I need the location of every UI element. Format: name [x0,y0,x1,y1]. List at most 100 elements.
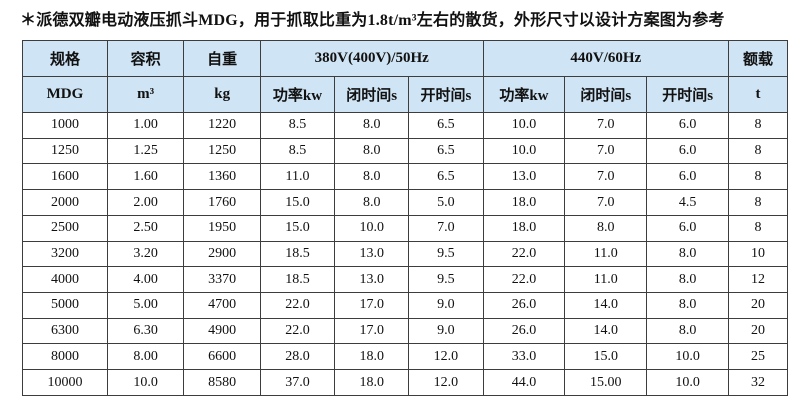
table-cell: 8 [728,112,788,139]
table-cell: 8.5 [259,137,336,165]
grab-bucket-spec-table: 规格 容积 自重 380V(400V)/50Hz 440V/60Hz 额载 MD… [22,40,788,396]
header-group-380v: 380V(400V)/50Hz [259,40,484,77]
table-cell: 8 [728,214,788,242]
table-cell: 6.5 [408,163,484,191]
table-cell: 10.0 [646,343,730,371]
table-cell: 10.0 [106,369,185,396]
table-cell: 6.0 [646,214,730,242]
table-cell: 13.0 [334,240,410,268]
table-cell: 8.0 [646,266,730,294]
table-cell: 10.0 [482,112,566,139]
table-cell: 8580 [183,369,261,396]
table-cell: 4000 [22,266,108,294]
table-cell: 9.5 [408,240,484,268]
table-cell: 11.0 [564,266,648,294]
table-cell: 6.0 [646,137,730,165]
header-model: MDG [22,76,108,113]
table-cell: 18.0 [482,214,566,242]
table-cell: 8 [728,189,788,216]
table-cell: 8.0 [646,292,730,319]
table-cell: 17.0 [334,317,410,345]
table-cell: 8.0 [334,112,410,139]
table-cell: 22.0 [259,317,336,345]
table-cell: 4.00 [106,266,185,294]
table-cell: 20 [728,292,788,319]
table-cell: 8.0 [334,163,410,191]
table-cell: 15.0 [259,189,336,216]
header-power-440: 功率kw [482,76,566,113]
table-cell: 6300 [22,317,108,345]
table-cell: 1220 [183,112,261,139]
table-cell: 12.0 [408,343,484,371]
table-cell: 1000 [22,112,108,139]
table-cell: 37.0 [259,369,336,396]
table-cell: 10 [728,240,788,268]
table-cell: 8.0 [646,317,730,345]
table-cell: 8 [728,137,788,165]
table-cell: 28.0 [259,343,336,371]
table-row: 1250 1.25 1250 8.5 8.0 6.5 10.0 7.0 6.0 8 [22,137,788,165]
table-cell: 13.0 [482,163,566,191]
header-close-time-380: 闭时间s [334,76,410,113]
table-cell: 18.0 [334,369,410,396]
header-power-380: 功率kw [259,76,336,113]
table-body: 1000 1.00 1220 8.5 8.0 6.5 10.0 7.0 6.0 8 1250 1.25… [22,112,788,396]
table-cell: 12.0 [408,369,484,396]
table-row: 10000 10.0 8580 37.0 18.0 12.0 44.0 15.00 10.0 32 [22,369,788,396]
table-cell: 10.0 [646,369,730,396]
table-cell: 8 [728,163,788,191]
table-cell: 1.25 [106,137,185,165]
table-cell: 18.5 [259,240,336,268]
header-open-time-440: 开时间s [646,76,730,113]
table-cell: 7.0 [408,214,484,242]
table-cell: 8.5 [259,112,336,139]
table-cell: 7.0 [564,189,648,216]
header-capacity-unit: m³ [106,76,185,113]
table-cell: 15.0 [564,343,648,371]
table-cell: 13.0 [334,266,410,294]
table-cell: 10.0 [482,137,566,165]
table-cell: 1760 [183,189,261,216]
table-cell: 8.0 [334,137,410,165]
table-cell: 18.0 [482,189,566,216]
table-cell: 22.0 [482,266,566,294]
table-cell: 6.0 [646,112,730,139]
table-cell: 7.0 [564,163,648,191]
table-cell: 20 [728,317,788,345]
table-cell: 1.60 [106,163,185,191]
table-cell: 11.0 [259,163,336,191]
table-row: 2000 2.00 1760 15.0 8.0 5.0 18.0 7.0 4.5 8 [22,189,788,216]
table-cell: 8.0 [564,214,648,242]
header-weight-unit: kg [183,76,261,113]
table-cell: 6600 [183,343,261,371]
table-cell: 6.5 [408,137,484,165]
table-cell: 11.0 [564,240,648,268]
header-rated-load: 额载 [728,40,788,77]
table-cell: 4.5 [646,189,730,216]
table-cell: 1950 [183,214,261,242]
table-row: 1000 1.00 1220 8.5 8.0 6.5 10.0 7.0 6.0 8 [22,112,788,139]
header-row-1: 规格 容积 自重 380V(400V)/50Hz 440V/60Hz 额载 [22,40,788,77]
table-row: 4000 4.00 3370 18.5 13.0 9.5 22.0 11.0 8.0 12 [22,266,788,294]
header-close-time-440: 闭时间s [564,76,648,113]
table-cell: 5.0 [408,189,484,216]
table-cell: 18.5 [259,266,336,294]
table-row: 5000 5.00 4700 22.0 17.0 9.0 26.0 14.0 8.0 20 [22,292,788,319]
table-cell: 7.0 [564,137,648,165]
table-cell: 9.0 [408,292,484,319]
table-cell: 10000 [22,369,108,396]
header-weight: 自重 [183,40,261,77]
header-spec: 规格 [22,40,108,77]
table-row: 6300 6.30 4900 22.0 17.0 9.0 26.0 14.0 8.0 20 [22,317,788,345]
table-cell: 17.0 [334,292,410,319]
table-cell: 4700 [183,292,261,319]
table-row: 2500 2.50 1950 15.0 10.0 7.0 18.0 8.0 6.0 8 [22,214,788,242]
table-cell: 8.00 [106,343,185,371]
table-cell: 2900 [183,240,261,268]
table-cell: 18.0 [334,343,410,371]
table-cell: 7.0 [564,112,648,139]
table-cell: 1600 [22,163,108,191]
table-cell: 2000 [22,189,108,216]
header-open-time-380: 开时间s [408,76,484,113]
header-group-440v: 440V/60Hz [482,40,730,77]
